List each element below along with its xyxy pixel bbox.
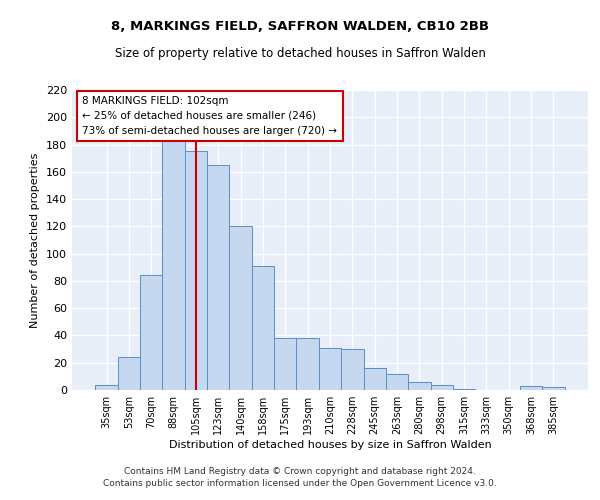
Bar <box>274 338 296 390</box>
Bar <box>341 349 364 390</box>
Bar <box>207 165 229 390</box>
Text: Contains HM Land Registry data © Crown copyright and database right 2024.: Contains HM Land Registry data © Crown c… <box>124 467 476 476</box>
Bar <box>185 152 207 390</box>
Bar <box>408 382 431 390</box>
Bar <box>118 358 140 390</box>
Y-axis label: Number of detached properties: Number of detached properties <box>31 152 40 328</box>
X-axis label: Distribution of detached houses by size in Saffron Walden: Distribution of detached houses by size … <box>169 440 491 450</box>
Bar <box>252 266 274 390</box>
Bar <box>163 139 185 390</box>
Bar <box>95 384 118 390</box>
Bar <box>453 388 475 390</box>
Text: Contains public sector information licensed under the Open Government Licence v3: Contains public sector information licen… <box>103 478 497 488</box>
Text: 8, MARKINGS FIELD, SAFFRON WALDEN, CB10 2BB: 8, MARKINGS FIELD, SAFFRON WALDEN, CB10 … <box>111 20 489 33</box>
Bar <box>542 388 565 390</box>
Bar <box>296 338 319 390</box>
Bar <box>319 348 341 390</box>
Bar <box>431 384 453 390</box>
Bar <box>364 368 386 390</box>
Bar <box>520 386 542 390</box>
Text: Size of property relative to detached houses in Saffron Walden: Size of property relative to detached ho… <box>115 48 485 60</box>
Text: 8 MARKINGS FIELD: 102sqm
← 25% of detached houses are smaller (246)
73% of semi-: 8 MARKINGS FIELD: 102sqm ← 25% of detach… <box>82 96 337 136</box>
Bar <box>386 374 408 390</box>
Bar <box>140 276 163 390</box>
Bar <box>229 226 252 390</box>
